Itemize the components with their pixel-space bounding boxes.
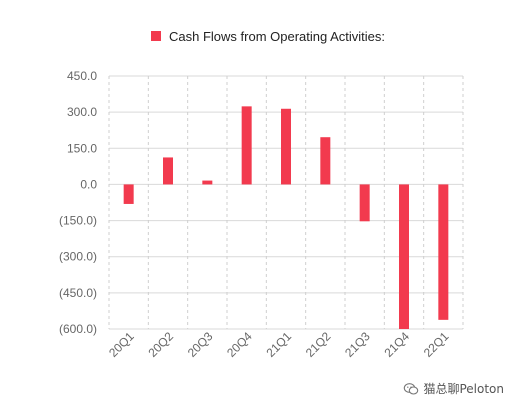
bar-20q2 [163,157,173,185]
bars [123,106,449,329]
x-tick-label: 21Q2 [303,329,334,360]
y-tick-label: 300.0 [67,105,97,119]
y-tick-label: (450.0) [59,286,97,300]
legend-label: Cash Flows from Operating Activities: [169,29,385,44]
y-tick-label: (600.0) [59,322,97,336]
bar-22q1 [438,184,449,320]
y-tick-label: 450.0 [67,69,97,83]
watermark-text: 猫总聊Peloton [423,382,504,396]
y-tick-label: 0.0 [80,177,97,191]
bar-21q3 [359,184,370,222]
x-tick-label: 20Q3 [185,329,216,360]
bar-21q4 [399,184,409,329]
x-tick-label: 20Q2 [145,329,176,360]
y-tick-label: 150.0 [67,141,97,155]
bar-21q2 [320,137,331,185]
x-tick-label: 20Q4 [224,329,255,360]
x-tick-label: 21Q3 [342,329,373,360]
wechat-icon [404,382,419,395]
y-axis-ticks: 450.0 300.0 150.0 0.0 (150.0) (300.0) (450.0) (… [59,69,97,336]
legend: Cash Flows from Operating Activities: [151,29,385,44]
y-tick-label: (300.0) [59,250,97,264]
bar-20q3 [202,180,213,185]
bar-21q1 [281,108,291,185]
x-tick-label: 20Q1 [106,329,137,360]
bar-20q4 [241,106,252,185]
x-tick-label: 21Q4 [381,329,412,360]
x-tick-label: 22Q1 [421,329,452,360]
y-tick-label: (150.0) [59,214,97,228]
x-axis-ticks: 20Q1 20Q2 20Q3 20Q4 21Q1 21Q2 21Q3 21Q4 22Q1 [106,329,452,360]
bar-20q1 [123,184,134,204]
grid [108,75,464,330]
watermark: 猫总聊Peloton [403,380,504,397]
x-tick-label: 21Q1 [263,329,294,360]
legend-swatch [151,31,161,41]
